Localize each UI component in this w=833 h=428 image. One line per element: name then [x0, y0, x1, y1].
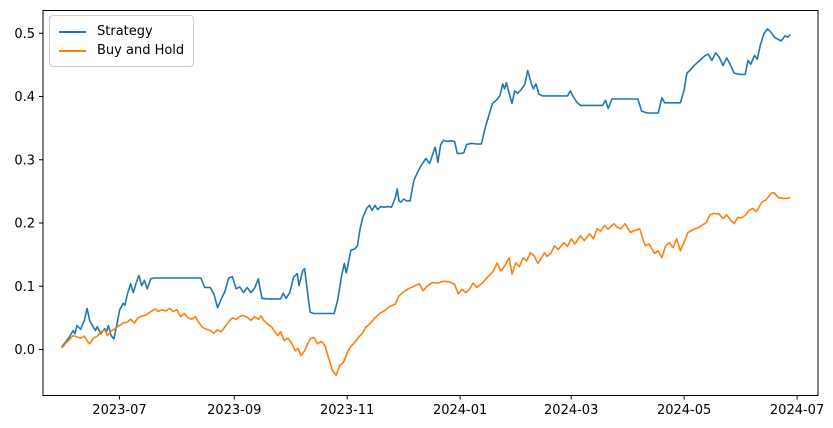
x-tick-label: 2024-03	[544, 403, 598, 418]
x-tick-label: 2024-07	[770, 403, 824, 418]
x-tick-label: 2023-07	[92, 403, 146, 418]
x-tick-label: 2023-11	[320, 403, 374, 418]
legend-label-buy-and-hold: Buy and Hold	[97, 43, 185, 58]
series-line-buy-and-hold	[61, 191, 791, 377]
strategy-line-sample	[59, 30, 86, 33]
series-line-strategy	[61, 27, 791, 348]
legend-label-strategy: Strategy	[97, 24, 153, 39]
buy-and-hold-line-sample	[59, 49, 86, 52]
y-tick-label: 0.3	[14, 153, 35, 168]
y-tick-label: 0.4	[14, 90, 35, 105]
legend-item-strategy: Strategy	[59, 23, 184, 40]
y-tick-label: 0.5	[14, 27, 35, 42]
plot-border	[42, 10, 819, 396]
legend-item-buy-and-hold: Buy and Hold	[59, 42, 184, 59]
y-tick-label: 0.0	[14, 343, 35, 358]
y-tick-label: 0.1	[14, 280, 35, 295]
legend: Strategy Buy and Hold	[49, 15, 195, 67]
x-tick-label: 2023-09	[207, 403, 261, 418]
y-tick-label: 0.2	[14, 217, 35, 232]
x-tick-label: 2024-05	[657, 403, 711, 418]
x-tick-label: 2024-01	[433, 403, 487, 418]
